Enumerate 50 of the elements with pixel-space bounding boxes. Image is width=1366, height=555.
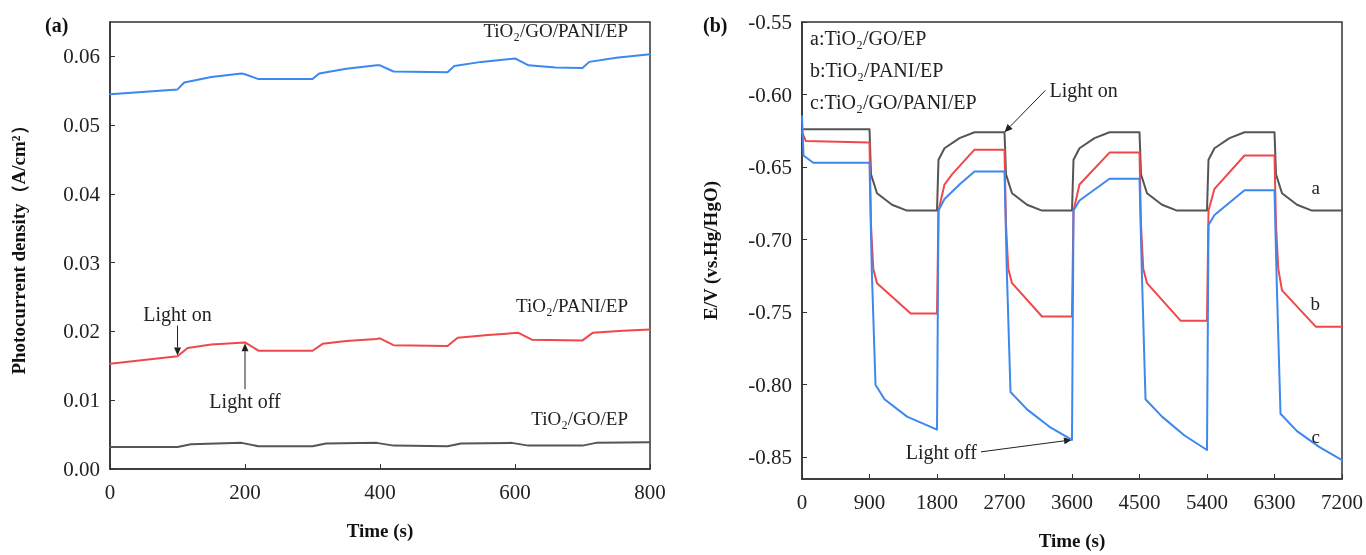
x-tick-label: 5400 — [1186, 489, 1228, 514]
annotation: Light off — [209, 390, 281, 414]
y-tick-label: -0.80 — [748, 372, 792, 397]
y-tick-label: -0.70 — [748, 227, 792, 252]
y-tick-label: 0.01 — [63, 388, 100, 413]
y-tick-label: -0.55 — [748, 10, 792, 34]
chart-title: (b) — [703, 14, 728, 37]
y-tick-label: 0.00 — [63, 457, 100, 481]
x-tick-label: 900 — [853, 489, 886, 514]
annotation: Light on — [143, 302, 212, 326]
line-series — [801, 115, 1343, 462]
annotation: b:TiO₂/PANI/EP — [810, 59, 944, 81]
series-label: b — [1310, 292, 1320, 314]
y-tick-label: 0.03 — [63, 250, 100, 275]
x-axis-title: Time (s) — [1038, 530, 1106, 552]
chart-title: (a) — [45, 14, 69, 37]
x-tick-label: 2700 — [983, 489, 1026, 514]
series-label: c — [1311, 426, 1320, 448]
series-label: TiO₂/PANI/EP — [516, 295, 628, 317]
x-tick-label: 0 — [796, 489, 808, 514]
x-tick-label: 0 — [104, 479, 116, 504]
annotation: Light off — [905, 440, 978, 464]
y-tick-label: -0.65 — [748, 155, 792, 180]
x-tick-label: 600 — [499, 479, 531, 504]
x-tick-label: 3600 — [1051, 489, 1093, 514]
x-tick-label: 6300 — [1253, 489, 1296, 514]
y-axis-title: E/V (vs.Hg/HgO) — [700, 181, 722, 320]
y-tick-label: -0.85 — [748, 445, 792, 470]
annotation: c:TiO₂/GO/PANI/EP — [810, 91, 977, 113]
x-tick-label: 200 — [229, 479, 261, 504]
line-series — [109, 328, 651, 365]
series-label: a — [1311, 176, 1321, 198]
y-axis-title: Photocurrent density（A/cm²） — [8, 116, 29, 375]
x-tick-label: 400 — [364, 479, 396, 504]
line-series — [109, 53, 651, 96]
y-tick-label: -0.60 — [748, 82, 792, 107]
series-label: TiO₂/GO/EP — [531, 408, 628, 430]
x-axis-title: Time (s) — [346, 520, 414, 542]
y-tick-label: 0.06 — [63, 44, 100, 69]
series-label: TiO₂/GO/PANI/EP — [483, 20, 628, 42]
y-tick-label: 0.02 — [63, 319, 100, 344]
x-tick-label: 7200 — [1321, 489, 1363, 514]
y-tick-label: -0.75 — [748, 300, 792, 325]
annotation: Light on — [1049, 79, 1118, 103]
annotation: a:TiO₂/GO/EP — [810, 27, 927, 49]
y-tick-label: 0.05 — [63, 113, 100, 138]
x-tick-label: 1800 — [916, 489, 958, 514]
y-tick-label: 0.04 — [63, 181, 101, 206]
x-tick-label: 800 — [634, 479, 666, 504]
x-tick-label: 4500 — [1118, 489, 1161, 514]
